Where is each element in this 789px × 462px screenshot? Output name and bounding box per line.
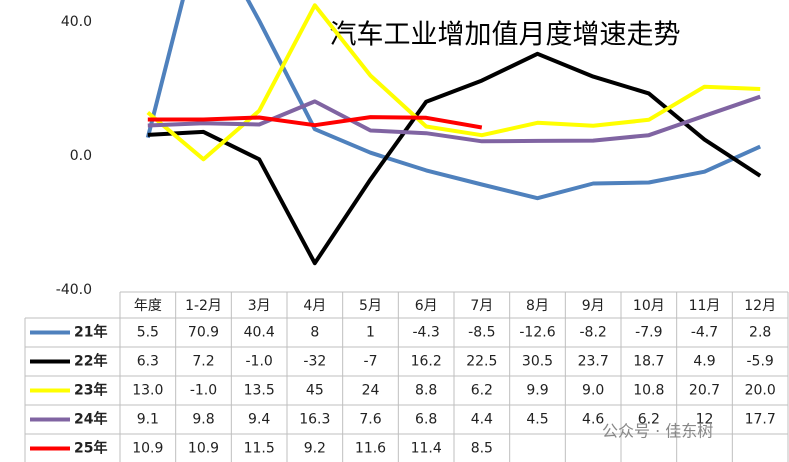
- table-cell: -4.3: [413, 325, 440, 341]
- x-tick-label: 年度: [134, 298, 162, 314]
- x-tick-label: 10月: [633, 298, 665, 314]
- table-cell: 40.4: [244, 325, 275, 341]
- table-cell: -4.7: [691, 325, 718, 341]
- table-cell: 13.5: [244, 383, 275, 399]
- x-tick-label: 8月: [526, 298, 549, 314]
- table-cell: -8.5: [468, 325, 495, 341]
- table-cell: 13.0: [132, 383, 163, 399]
- y-tick-label: 0.0: [70, 148, 92, 164]
- legend-label: 25年: [74, 440, 107, 457]
- table-cell: 22.5: [466, 354, 497, 370]
- table-cell: 6.2: [471, 383, 493, 399]
- table-cell: 6.3: [137, 354, 159, 370]
- x-tick-label: 9月: [582, 298, 605, 314]
- table-cell: 10.9: [132, 441, 163, 457]
- table-cell: 1: [366, 325, 375, 341]
- table-cell: 10.8: [633, 383, 664, 399]
- x-tick-label: 11月: [689, 298, 721, 314]
- table-cell: 8: [310, 325, 319, 341]
- table-cell: 45: [306, 383, 324, 399]
- table-cell: -7.9: [635, 325, 662, 341]
- chart-title: 汽车工业增加值月度增速走势: [330, 20, 681, 51]
- x-tick-label: 7月: [470, 298, 493, 314]
- table-cell: 4.9: [693, 354, 715, 370]
- table-cell: 9.1: [137, 412, 159, 428]
- plot-area: [145, 0, 762, 266]
- table-cell: 16.3: [299, 412, 330, 428]
- table-cell: 17.7: [745, 412, 776, 428]
- table-cell: -1.0: [190, 383, 217, 399]
- table-cell: -32: [303, 354, 326, 370]
- x-tick-label: 12月: [744, 298, 776, 314]
- table-cell: 8.8: [415, 383, 437, 399]
- table-cell: 9.9: [526, 383, 548, 399]
- table-cell: 30.5: [522, 354, 553, 370]
- table-cell: 18.7: [633, 354, 664, 370]
- line-series: [147, 94, 761, 144]
- table-cell: -8.2: [580, 325, 607, 341]
- x-tick-label: 3月: [248, 298, 271, 314]
- table-cell: 9.2: [304, 441, 326, 457]
- table-cell: 9.8: [192, 412, 214, 428]
- table-cell: 7.6: [359, 412, 381, 428]
- x-tick-label: 5月: [359, 298, 382, 314]
- table-cell: 10.9: [188, 441, 219, 457]
- line-series: [147, 115, 483, 130]
- x-tick-label: 1-2月: [185, 298, 222, 314]
- x-tick-label: 4月: [303, 298, 326, 314]
- table-cell: 5.5: [137, 325, 159, 341]
- table-cell: 9.4: [248, 412, 270, 428]
- table-cell: 4.4: [471, 412, 493, 428]
- table-cell: 16.2: [411, 354, 442, 370]
- legend-label: 21年: [74, 324, 107, 341]
- table-cell: 20.7: [689, 383, 720, 399]
- table-cell: 9.0: [582, 383, 604, 399]
- table-cell: -1.0: [246, 354, 273, 370]
- table-cell: 12: [696, 412, 714, 428]
- table-cell: -12.6: [519, 325, 555, 341]
- table-cell: 11.4: [411, 441, 442, 457]
- table-cell: -5.9: [747, 354, 774, 370]
- table-cell: 70.9: [188, 325, 219, 341]
- table-cell: 11.6: [355, 441, 386, 457]
- table-cell: 6.8: [415, 412, 437, 428]
- table-cell: 23.7: [578, 354, 609, 370]
- legend-label: 23年: [74, 382, 107, 399]
- table-cell: 7.2: [192, 354, 214, 370]
- y-tick-label: -40.0: [56, 282, 92, 298]
- x-tick-label: 6月: [415, 298, 438, 314]
- table-cell: 4.5: [526, 412, 548, 428]
- line-series: [145, 0, 762, 201]
- table-cell: 4.6: [582, 412, 604, 428]
- table-cell: 24: [362, 383, 380, 399]
- table-cell: -7: [364, 354, 378, 370]
- legend-label: 24年: [74, 411, 107, 428]
- table-cell: 11.5: [244, 441, 275, 457]
- legend-label: 22年: [74, 353, 107, 370]
- watermark: 公众号 · 佳东树: [602, 422, 713, 441]
- y-tick-label: 40.0: [61, 14, 92, 30]
- line-series: [147, 51, 762, 266]
- table-cell: 2.8: [749, 325, 771, 341]
- table-cell: 20.0: [745, 383, 776, 399]
- table-cell: 6.2: [638, 412, 660, 428]
- table-cell: 8.5: [471, 441, 493, 457]
